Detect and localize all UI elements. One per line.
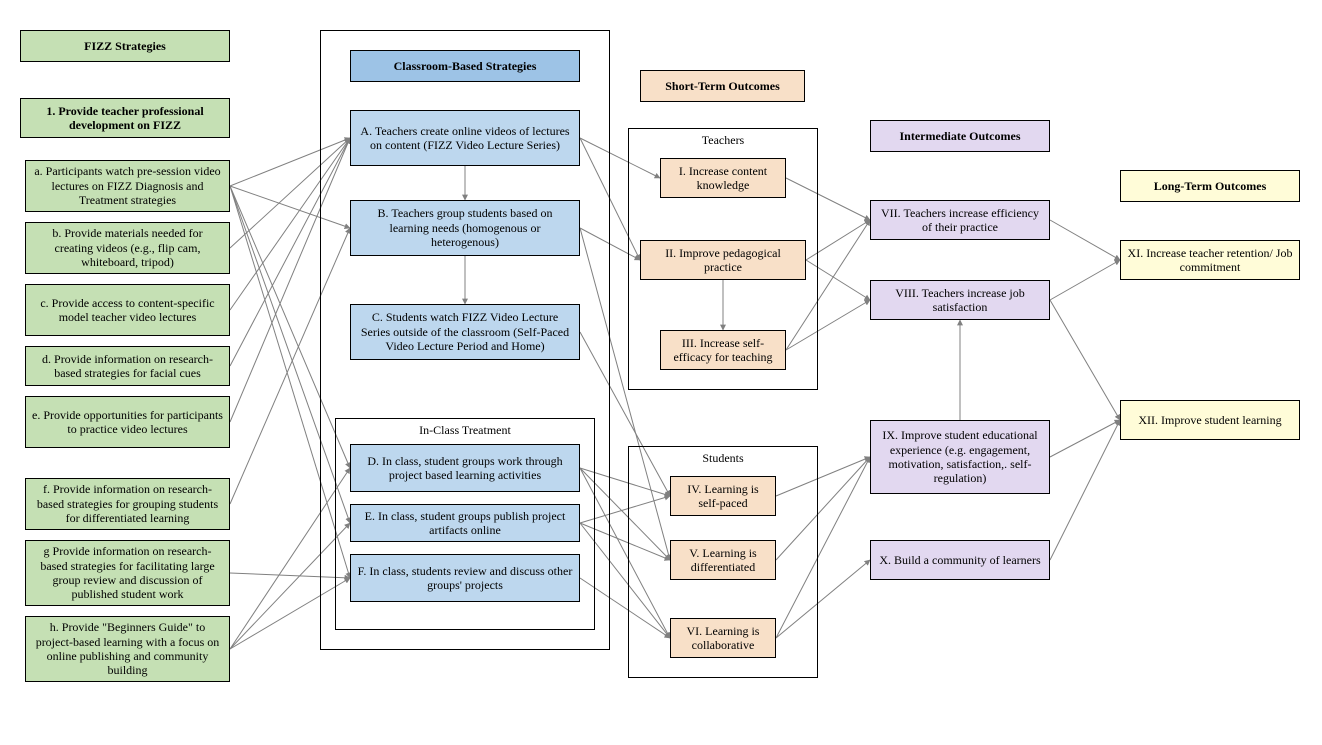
node-h_inter: Intermediate Outcomes: [870, 120, 1050, 152]
edge: [1050, 300, 1120, 420]
edge: [1050, 420, 1120, 560]
node-label: 1. Provide teacher professional developm…: [27, 104, 223, 133]
node-lIX: IX. Improve student educational experien…: [870, 420, 1050, 494]
node-h_fizz: FIZZ Strategies: [20, 30, 230, 62]
diagram-canvas: FIZZ StrategiesClassroom-Based Strategie…: [0, 0, 1322, 745]
frame-students: Students: [628, 446, 818, 678]
edge: [1050, 260, 1120, 300]
node-yXI: XI. Increase teacher retention/ Job comm…: [1120, 240, 1300, 280]
node-label: h. Provide "Beginners Guide" to project-…: [32, 620, 223, 678]
node-label: Intermediate Outcomes: [900, 129, 1021, 143]
node-yXII: XII. Improve student learning: [1120, 400, 1300, 440]
node-label: b. Provide materials needed for creating…: [32, 226, 223, 269]
frame-label: Students: [629, 451, 817, 466]
node-label: X. Build a community of learners: [879, 553, 1040, 567]
node-gh: h. Provide "Beginners Guide" to project-…: [25, 616, 230, 682]
frame-label: In-Class Treatment: [336, 423, 594, 438]
node-label: VIII. Teachers increase job satisfaction: [877, 286, 1043, 315]
node-label: c. Provide access to content-specific mo…: [32, 296, 223, 325]
node-label: XI. Increase teacher retention/ Job comm…: [1127, 246, 1293, 275]
frame-teachers: Teachers: [628, 128, 818, 390]
node-gd: d. Provide information on research-based…: [25, 346, 230, 386]
node-lVIII: VIII. Teachers increase job satisfaction: [870, 280, 1050, 320]
node-label: Short-Term Outcomes: [665, 79, 780, 93]
node-ga: a. Participants watch pre-session video …: [25, 160, 230, 212]
node-gf: f. Provide information on research-based…: [25, 478, 230, 530]
frame-label: Teachers: [629, 133, 817, 148]
node-h_long: Long-Term Outcomes: [1120, 170, 1300, 202]
node-lX: X. Build a community of learners: [870, 540, 1050, 580]
node-label: d. Provide information on research-based…: [32, 352, 223, 381]
node-gg: g Provide information on research-based …: [25, 540, 230, 606]
node-label: Long-Term Outcomes: [1154, 179, 1267, 193]
node-g1: 1. Provide teacher professional developm…: [20, 98, 230, 138]
node-gc: c. Provide access to content-specific mo…: [25, 284, 230, 336]
node-label: f. Provide information on research-based…: [32, 482, 223, 525]
node-lVII: VII. Teachers increase efficiency of the…: [870, 200, 1050, 240]
edge: [1050, 420, 1120, 457]
node-label: e. Provide opportunities for participant…: [32, 408, 223, 437]
node-label: VII. Teachers increase efficiency of the…: [877, 206, 1043, 235]
node-label: XII. Improve student learning: [1138, 413, 1281, 427]
frame-in_class: In-Class Treatment: [335, 418, 595, 630]
node-h_short: Short-Term Outcomes: [640, 70, 805, 102]
node-label: FIZZ Strategies: [84, 39, 166, 53]
node-label: a. Participants watch pre-session video …: [32, 164, 223, 207]
node-ge: e. Provide opportunities for participant…: [25, 396, 230, 448]
node-gb: b. Provide materials needed for creating…: [25, 222, 230, 274]
node-label: g Provide information on research-based …: [32, 544, 223, 602]
node-label: IX. Improve student educational experien…: [877, 428, 1043, 486]
edge: [1050, 220, 1120, 260]
